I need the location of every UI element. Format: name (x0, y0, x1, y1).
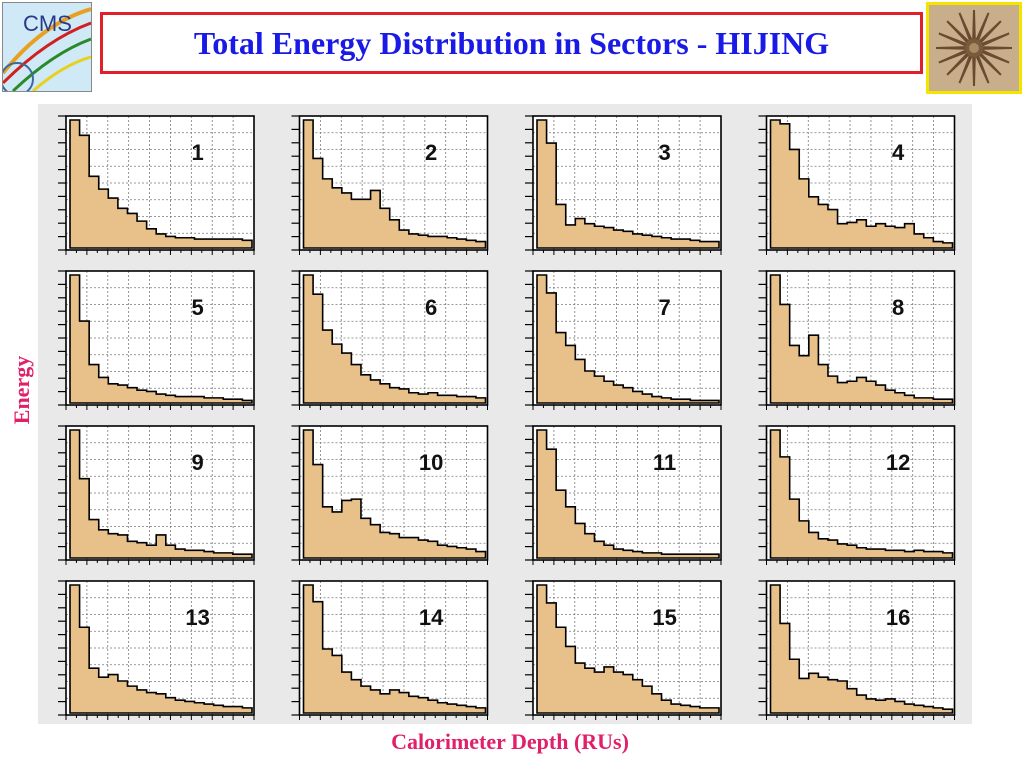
histogram-bars (302, 429, 487, 559)
x-axis-label: Calorimeter Depth (RUs) (391, 729, 629, 754)
title-box: Total Energy Distribution in Sectors - H… (100, 12, 923, 74)
cms-logo-graphic: CMS (3, 3, 91, 91)
histogram-panel: 13 (58, 580, 255, 720)
histogram-bars (69, 584, 253, 714)
histogram-panel: 9 (58, 425, 255, 565)
sun-ray (972, 55, 976, 87)
y-axis-label-text: Energy (9, 355, 35, 425)
histogram-bars (302, 274, 487, 404)
histogram-panel: 11 (525, 425, 722, 565)
histogram-bars (769, 274, 954, 404)
sector-number-label: 3 (658, 140, 670, 165)
sector-number-label: 8 (892, 295, 904, 320)
sector-number-label: 6 (425, 295, 437, 320)
histogram-panel: 7 (525, 270, 722, 410)
histogram-bars (536, 429, 720, 559)
histogram-bars (769, 429, 954, 559)
sun-ray (935, 46, 967, 50)
sun-ray (972, 9, 976, 41)
sector-number-label: 14 (419, 605, 444, 630)
histogram-bars (769, 584, 954, 714)
histogram-panel: 5 (58, 270, 255, 410)
histogram-bars (69, 274, 253, 404)
histogram-bars (536, 119, 720, 249)
histogram-bars (302, 119, 487, 249)
histogram-panel: 4 (758, 115, 956, 255)
sector-number-label: 10 (419, 450, 443, 475)
histogram-panel: 6 (291, 270, 489, 410)
histogram-panel: 3 (525, 115, 722, 255)
histogram-panel: 15 (525, 580, 722, 720)
cms-logo: CMS (2, 2, 92, 92)
histogram-panel: 14 (291, 580, 489, 720)
histogram-bars (536, 274, 720, 404)
histogram-panel: 2 (291, 115, 489, 255)
sector-number-label: 4 (892, 140, 905, 165)
histogram-panel: 12 (758, 425, 956, 565)
page-title: Total Energy Distribution in Sectors - H… (193, 24, 830, 61)
histogram-panel: 16 (758, 580, 956, 720)
logo-text: CMS (23, 11, 72, 36)
histogram-panel: 1 (58, 115, 255, 255)
sector-number-label: 16 (886, 605, 910, 630)
sun-star-icon (929, 5, 1019, 91)
histogram-bars (302, 584, 487, 714)
vergina-sun-emblem (926, 2, 1022, 94)
sector-number-label: 15 (652, 605, 676, 630)
histogram-panel: 8 (758, 270, 956, 410)
histogram-bars (69, 429, 253, 559)
sector-number-label: 11 (653, 450, 676, 475)
histogram-panel: 10 (291, 425, 489, 565)
sector-number-label: 7 (658, 295, 670, 320)
histogram-grid: 1 2 3 4 5 6 7 8 9 10 11 12 13 14 15 16 (38, 104, 972, 724)
sector-number-label: 13 (185, 605, 209, 630)
sector-number-label: 12 (886, 450, 910, 475)
sector-number-label: 5 (191, 295, 203, 320)
sector-number-label: 1 (191, 140, 203, 165)
y-axis-label: Energy (2, 330, 42, 450)
sector-number-label: 9 (191, 450, 203, 475)
histogram-bars (69, 119, 253, 249)
sun-ray (981, 46, 1013, 50)
histogram-bars (536, 584, 720, 714)
sector-number-label: 2 (425, 140, 437, 165)
histogram-bars (769, 119, 954, 249)
